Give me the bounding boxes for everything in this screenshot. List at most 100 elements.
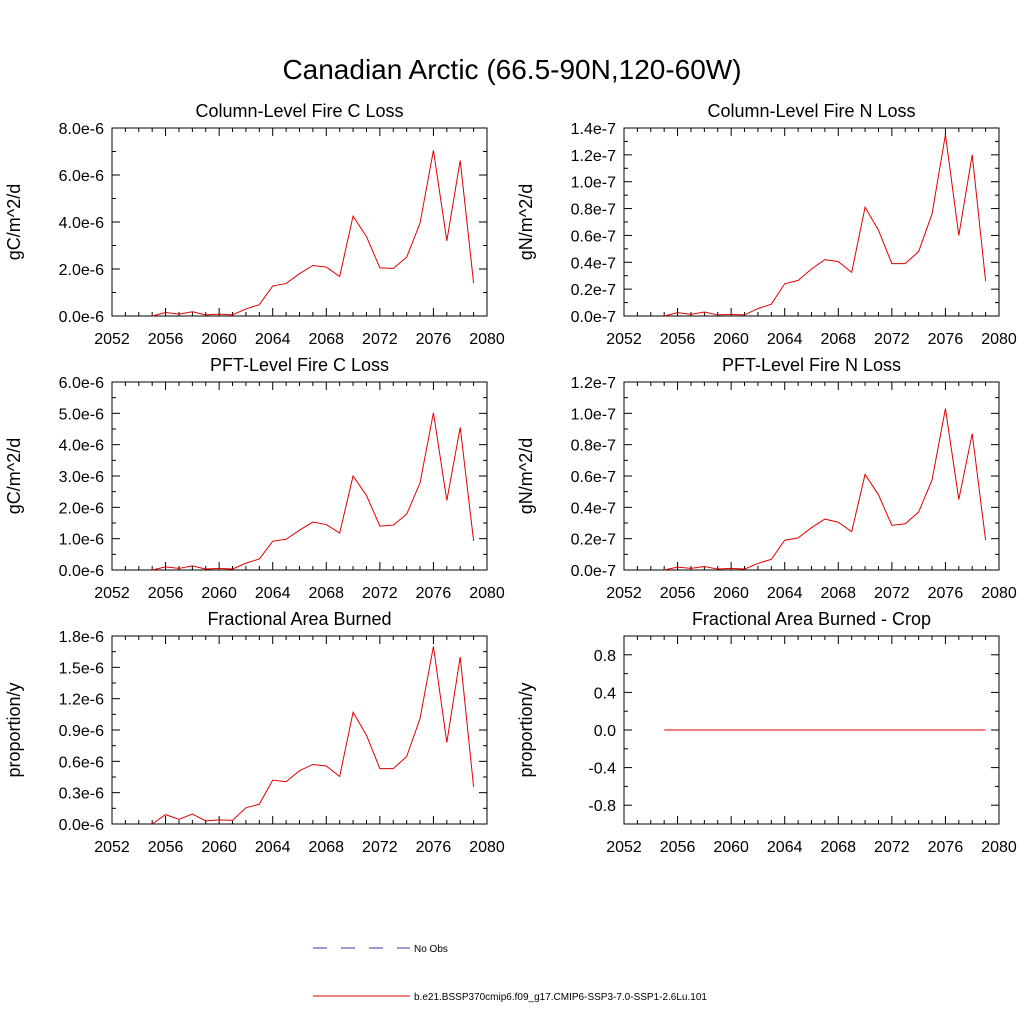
x-tick-label: 2060: [713, 585, 749, 602]
y-tick-label: 0.8e-7: [571, 202, 616, 219]
y-tick-label: 1.0e-7: [571, 175, 616, 192]
x-tick-label: 2080: [469, 585, 505, 602]
x-tick-label: 2076: [416, 839, 452, 856]
x-tick-label: 2052: [94, 331, 130, 348]
y-tick-label: 0.0e-7: [571, 563, 616, 580]
x-tick-label: 2056: [148, 585, 184, 602]
series-line: [151, 646, 475, 825]
y-tick-label: 3.0e-6: [59, 469, 104, 486]
y-tick-label: 0.4e-7: [571, 255, 616, 272]
y-tick-label: 0.6e-6: [59, 754, 104, 771]
y-axis-label: gC/m^2/d: [4, 438, 24, 514]
series-line: [152, 412, 475, 571]
y-tick-label: 0.6e-7: [571, 228, 616, 245]
panel-title: PFT-Level Fire C Loss: [210, 355, 389, 375]
panel-title: Column-Level Fire N Loss: [707, 101, 915, 121]
x-tick-label: 2052: [606, 839, 642, 856]
x-tick-label: 2068: [820, 839, 856, 856]
plot-frame: [623, 127, 1000, 317]
x-tick-label: 2068: [820, 331, 856, 348]
x-tick-label: 2076: [928, 839, 964, 856]
y-axis-label: proportion/y: [516, 682, 536, 777]
x-tick-label: 2060: [201, 839, 237, 856]
x-tick-label: 2068: [820, 585, 856, 602]
x-tick-label: 2056: [148, 839, 184, 856]
plot-frame: [111, 381, 488, 571]
x-tick-label: 2076: [928, 331, 964, 348]
y-tick-label: -0.4: [588, 761, 616, 778]
x-tick-label: 2064: [255, 585, 291, 602]
y-tick-label: 1.0e-7: [571, 406, 616, 423]
y-axis-label: gC/m^2/d: [4, 184, 24, 260]
y-tick-label: 1.0e-6: [59, 532, 104, 549]
x-tick-label: 2080: [469, 839, 505, 856]
x-tick-label: 2072: [362, 839, 398, 856]
y-axis-label: proportion/y: [4, 682, 24, 777]
y-tick-label: 0.0e-6: [59, 817, 104, 834]
panel-title: Column-Level Fire C Loss: [195, 101, 403, 121]
y-tick-label: 0.8e-7: [571, 438, 616, 455]
plot-frame: [111, 127, 488, 317]
y-tick-label: 1.2e-7: [571, 148, 616, 165]
panel-title: Fractional Area Burned: [207, 609, 391, 629]
x-tick-label: 2052: [94, 585, 130, 602]
page-title: Canadian Arctic (66.5-90N,120-60W): [282, 54, 742, 85]
x-tick-label: 2060: [713, 839, 749, 856]
x-tick-label: 2056: [660, 331, 696, 348]
panel-title: PFT-Level Fire N Loss: [722, 355, 901, 375]
x-tick-label: 2064: [767, 331, 803, 348]
x-tick-label: 2064: [767, 585, 803, 602]
x-tick-label: 2080: [469, 331, 505, 348]
y-tick-label: 1.8e-6: [59, 629, 104, 646]
plot-frame: [623, 381, 1000, 571]
y-tick-label: 4.0e-6: [59, 215, 104, 232]
y-tick-label: 0.0: [594, 723, 616, 740]
x-tick-label: 2076: [416, 585, 452, 602]
y-tick-label: 1.4e-7: [571, 121, 616, 138]
x-tick-label: 2068: [308, 331, 344, 348]
y-tick-label: 6.0e-6: [59, 168, 104, 185]
x-tick-label: 2068: [308, 585, 344, 602]
y-tick-label: 1.5e-6: [59, 660, 104, 677]
y-tick-label: 1.2e-6: [59, 692, 104, 709]
y-tick-label: 6.0e-6: [59, 375, 104, 392]
x-tick-label: 2064: [767, 839, 803, 856]
x-tick-label: 2052: [606, 331, 642, 348]
y-tick-label: 0.0e-7: [571, 309, 616, 326]
x-tick-label: 2072: [362, 331, 398, 348]
x-tick-label: 2072: [874, 839, 910, 856]
y-tick-label: 2.0e-6: [59, 262, 104, 279]
x-tick-label: 2068: [308, 839, 344, 856]
x-tick-label: 2060: [201, 585, 237, 602]
y-axis-label: gN/m^2/d: [516, 438, 536, 514]
x-tick-label: 2052: [94, 839, 130, 856]
y-tick-label: 0.8: [594, 648, 616, 665]
y-tick-label: 0.2e-7: [571, 282, 616, 299]
y-tick-label: 0.0e-6: [59, 309, 104, 326]
x-tick-label: 2056: [660, 839, 696, 856]
y-tick-label: 1.2e-7: [571, 375, 616, 392]
x-tick-label: 2076: [928, 585, 964, 602]
x-tick-label: 2072: [362, 585, 398, 602]
y-tick-label: 0.0e-6: [59, 563, 104, 580]
y-axis-label: gN/m^2/d: [516, 184, 536, 260]
y-tick-label: 0.4e-7: [571, 500, 616, 517]
panel-title: Fractional Area Burned - Crop: [692, 609, 931, 629]
y-tick-label: 0.9e-6: [59, 723, 104, 740]
y-tick-label: 0.4: [594, 685, 616, 702]
x-tick-label: 2060: [713, 331, 749, 348]
x-tick-label: 2060: [201, 331, 237, 348]
x-tick-label: 2064: [255, 839, 291, 856]
x-tick-label: 2052: [606, 585, 642, 602]
y-tick-label: 2.0e-6: [59, 500, 104, 517]
x-tick-label: 2056: [660, 585, 696, 602]
plot-frame: [111, 635, 488, 825]
y-tick-label: 0.3e-6: [59, 786, 104, 803]
x-tick-label: 2080: [981, 585, 1017, 602]
x-tick-label: 2056: [148, 331, 184, 348]
y-tick-label: 0.2e-7: [571, 532, 616, 549]
y-tick-label: 0.6e-7: [571, 469, 616, 486]
y-tick-label: 5.0e-6: [59, 406, 104, 423]
x-tick-label: 2072: [874, 331, 910, 348]
